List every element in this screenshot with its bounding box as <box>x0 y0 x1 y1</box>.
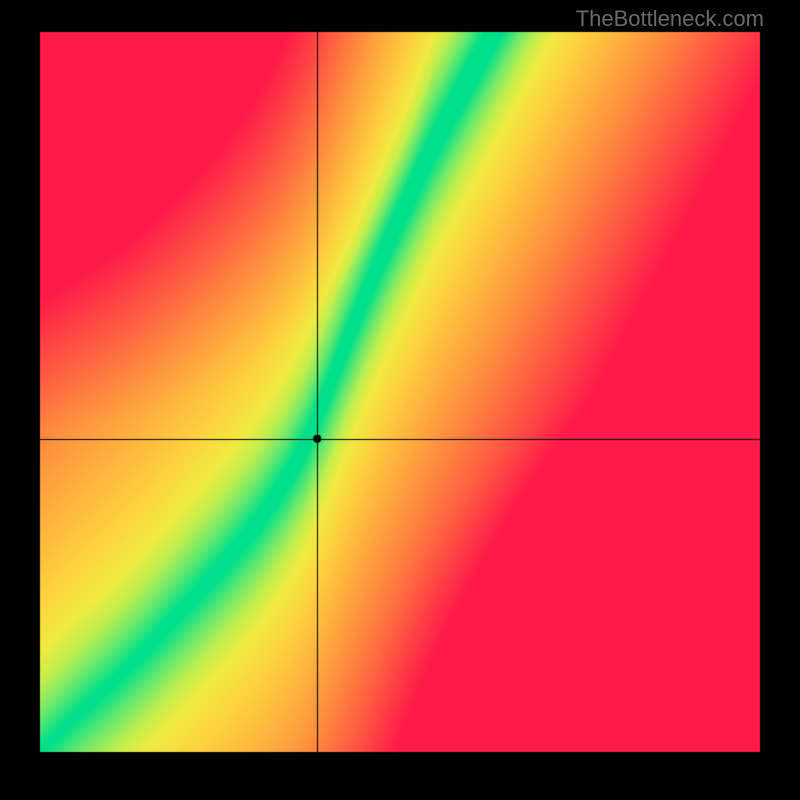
bottleneck-heatmap <box>0 0 800 800</box>
watermark-text: TheBottleneck.com <box>576 6 764 32</box>
